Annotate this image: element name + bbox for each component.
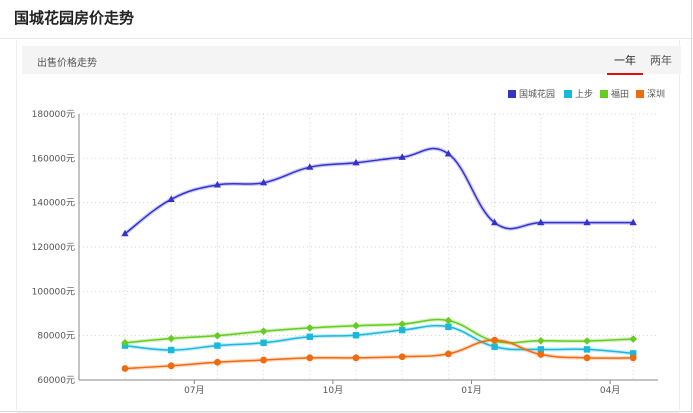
data-point: [398, 153, 406, 160]
series-0: [121, 146, 637, 237]
data-point: [352, 158, 360, 166]
x-tick-label: 01月: [461, 385, 481, 396]
legend-item-0: 国城花园: [508, 88, 555, 100]
legend-swatch: [564, 90, 572, 98]
data-point: [260, 178, 268, 186]
data-point: [583, 354, 591, 362]
data-point: [445, 350, 452, 358]
data-point: [537, 336, 545, 345]
data-point: [352, 321, 360, 330]
data-point: [399, 326, 406, 334]
data-point: [491, 218, 499, 226]
data-point: [213, 331, 222, 340]
y-tick-label: 140000元: [32, 199, 75, 209]
data-point: [629, 218, 637, 226]
x-tick-label: 10月: [323, 385, 343, 396]
data-point: [398, 320, 406, 328]
tab-two-years[interactable]: 两年: [650, 54, 672, 67]
legend-item-1: 上步: [564, 89, 593, 100]
data-point: [398, 353, 406, 361]
legend-swatch: [600, 90, 608, 98]
data-point: [537, 351, 545, 358]
data-point: [306, 324, 314, 332]
legend: 深圳 福田 上步 国城花园: [508, 88, 665, 100]
legend-swatch: [508, 90, 516, 98]
data-point: [167, 195, 175, 202]
data-point: [491, 336, 498, 344]
data-point: [583, 337, 591, 345]
grid-layer: [79, 113, 658, 380]
data-point: [121, 338, 129, 347]
series-line: [124, 318, 634, 344]
data-point: [445, 323, 452, 330]
data-point: [629, 335, 637, 343]
legend-item-2: 福田: [600, 88, 629, 100]
data-point: [121, 229, 129, 237]
series-line: [124, 324, 634, 355]
data-point: [583, 218, 591, 226]
data-point: [260, 339, 267, 346]
data-point: [259, 327, 268, 336]
data-point: [306, 163, 314, 170]
legend-label: 深圳: [647, 89, 665, 100]
series-2: [121, 316, 637, 347]
tab-one-year[interactable]: 一年: [614, 54, 636, 67]
y-tick-label: 160000元: [32, 154, 75, 164]
axis-layer: 60000元 80000元 100000元 120000元 140000元 160000元…: [32, 110, 658, 396]
legend-label: 福田: [611, 88, 629, 100]
series-1: [121, 323, 637, 357]
data-point: [168, 346, 175, 354]
series-line: [124, 339, 634, 370]
y-tick-label: 60000元: [37, 376, 75, 386]
y-tick-label: 80000元: [37, 332, 75, 342]
chart-toolbar: 出售价格走势 一年 两年: [22, 46, 681, 75]
data-point: [583, 346, 591, 353]
page-title: 国城花园房价走势: [14, 9, 135, 27]
data-point: [214, 358, 221, 366]
legend-label: 上步: [575, 89, 593, 100]
legend-swatch: [636, 90, 644, 98]
data-point: [629, 354, 637, 362]
data-point: [306, 333, 313, 340]
data-point: [444, 316, 453, 325]
y-tick-label: 120000元: [32, 243, 75, 253]
data-point: [630, 350, 637, 357]
data-point: [352, 354, 360, 362]
chart-subtitle: 出售价格走势: [37, 58, 97, 69]
y-tick-label: 180000元: [32, 110, 75, 120]
data-point: [260, 356, 267, 364]
data-point: [167, 334, 175, 343]
title-divider: [0, 38, 693, 39]
data-point: [537, 346, 544, 353]
active-tab-indicator: [607, 73, 643, 75]
x-tick-label: 07月: [184, 385, 204, 396]
data-point: [214, 342, 221, 349]
data-point: [491, 343, 498, 350]
y-tick-label: 100000元: [32, 287, 75, 297]
legend-item-3: 深圳: [636, 89, 665, 100]
series-line-glow: [124, 338, 634, 371]
series-layer: [121, 146, 637, 372]
data-point: [121, 365, 129, 372]
x-tick-label: 04月: [600, 385, 620, 396]
series-3: [121, 336, 637, 372]
data-point: [444, 149, 452, 157]
data-point: [167, 362, 175, 370]
series-line-glow: [123, 146, 634, 236]
data-point: [306, 354, 314, 362]
data-point: [352, 332, 360, 339]
data-point: [213, 180, 221, 188]
legend-label: 国城花园: [519, 88, 555, 100]
data-point: [537, 218, 545, 226]
